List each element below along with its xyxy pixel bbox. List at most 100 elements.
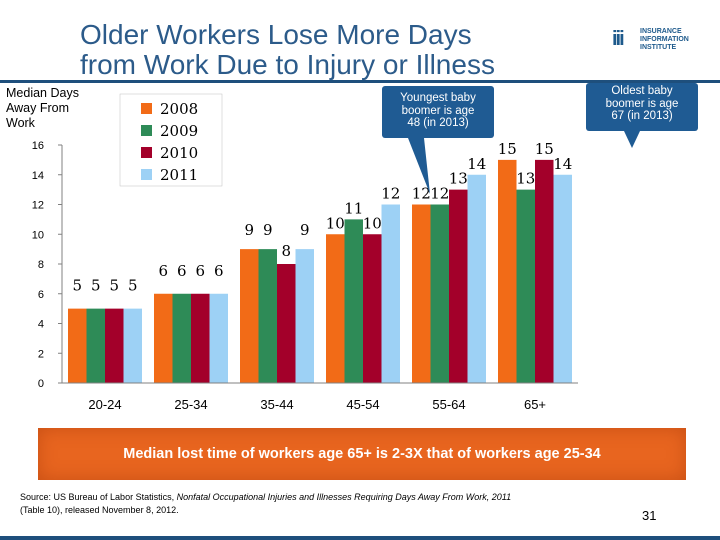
callout-youngest-pointer: [408, 138, 430, 194]
legend-box: [119, 93, 223, 187]
legend-swatch-2009: [141, 125, 152, 136]
callout-youngest-boomer: Youngest baby boomer is age 48 (in 2013): [382, 86, 494, 138]
title-line-2: from Work Due to Injury or Illness: [80, 49, 495, 80]
data-label-2008-35-44: 9: [244, 221, 254, 239]
x-tick-label: 45-54: [346, 397, 379, 412]
y-tick-label: 4: [38, 319, 44, 331]
x-tick-label: 55-64: [432, 397, 465, 412]
logo-line-3: INSTITUTE: [640, 44, 677, 51]
callout-oldest-line-3: 67 (in 2013): [611, 110, 673, 122]
bar-2009-25-34: [172, 293, 191, 383]
y-axis-label-line-3: Work: [6, 116, 35, 130]
legend-swatch-2008: [141, 103, 152, 114]
logo-line-2: INFORMATION: [640, 36, 689, 43]
iii-logo-mark: iii: [612, 28, 625, 50]
data-label-2011-20-24: 5: [128, 277, 138, 295]
legend-swatch-2011: [141, 169, 152, 180]
bar-2009-55-64: [430, 204, 449, 383]
source-suffix: (Table 10), released November 8, 2012.: [20, 505, 179, 515]
legend-label-2009: 2009: [160, 122, 198, 140]
logo-line-1: INSURANCE: [640, 28, 682, 35]
y-tick-label: 12: [32, 200, 44, 212]
bar-2010-45-54: [363, 234, 382, 383]
y-tick-label: 8: [38, 259, 44, 271]
callout-youngest-line-3: 48 (in 2013): [407, 117, 469, 129]
iii-logo: iii INSURANCE INFORMATION INSTITUTE: [612, 26, 712, 56]
x-tick-label: 65+: [524, 397, 546, 412]
legend-label-2010: 2010: [160, 144, 198, 162]
bar-2009-20-24: [86, 308, 105, 383]
y-axis-label: Median Days Away From Work: [6, 86, 79, 131]
y-axis-label-line-2: Away From: [6, 101, 69, 115]
callout-oldest-line-1: Oldest baby: [611, 85, 673, 97]
source-prefix: Source: US Bureau of Labor Statistics,: [20, 492, 177, 502]
data-label-2010-35-44: 8: [281, 242, 291, 260]
data-label-2009-35-44: 9: [263, 221, 273, 239]
footer-divider: [0, 536, 720, 540]
bar-2009-65+: [516, 189, 535, 383]
callout-youngest-line-1: Youngest baby: [400, 92, 476, 104]
y-tick-label: 0: [38, 378, 44, 390]
data-label-2008-65+: 15: [498, 140, 517, 158]
bar-2008-55-64: [412, 204, 431, 383]
data-label-2009-55-64: 12: [430, 185, 449, 203]
bar-2011-45-54: [381, 204, 400, 383]
bar-2010-20-24: [105, 308, 124, 383]
data-label-2009-45-54: 11: [344, 199, 363, 217]
title-divider: [0, 80, 720, 83]
bar-2009-45-54: [344, 219, 363, 383]
y-tick-label: 2: [38, 348, 44, 360]
bar-2010-35-44: [277, 264, 296, 383]
data-label-2011-45-54: 12: [381, 185, 400, 203]
page-title: Older Workers Lose More Days from Work D…: [80, 20, 600, 80]
x-tick-label: 35-44: [260, 397, 293, 412]
y-tick-label: 6: [38, 289, 44, 301]
data-label-2009-65+: 13: [516, 170, 535, 188]
bar-2008-35-44: [240, 249, 259, 383]
data-label-2010-45-54: 10: [363, 214, 382, 232]
bar-2008-20-24: [68, 308, 87, 383]
bar-2010-25-34: [191, 293, 210, 383]
bar-2011-35-44: [295, 249, 314, 383]
y-axis-label-line-1: Median Days: [6, 86, 79, 100]
title-line-1: Older Workers Lose More Days: [80, 19, 472, 50]
data-label-2010-20-24: 5: [109, 277, 119, 295]
bar-2011-55-64: [467, 174, 486, 383]
legend-swatch-2010: [141, 147, 152, 158]
bar-2008-65+: [498, 159, 517, 383]
summary-banner-text: Median lost time of workers age 65+ is 2…: [123, 446, 601, 462]
data-label-2008-20-24: 5: [72, 277, 82, 295]
data-label-2011-55-64: 14: [467, 155, 486, 173]
data-label-2008-55-64: 12: [412, 185, 431, 203]
data-label-2010-55-64: 13: [449, 170, 468, 188]
data-label-2010-25-34: 6: [195, 262, 205, 280]
data-label-2011-65+: 14: [553, 155, 572, 173]
data-label-2010-65+: 15: [535, 140, 554, 158]
bar-2008-45-54: [326, 234, 345, 383]
y-tick-label: 10: [32, 229, 44, 241]
page-number: 31: [642, 508, 657, 523]
bar-2009-35-44: [258, 249, 277, 383]
bar-2010-65+: [535, 159, 554, 383]
y-tick-label: 14: [32, 170, 44, 182]
data-label-2008-25-34: 6: [158, 262, 168, 280]
legend-label-2011: 2011: [160, 166, 198, 184]
data-label-2009-25-34: 6: [177, 262, 187, 280]
x-tick-label: 25-34: [174, 397, 207, 412]
data-label-2011-25-34: 6: [214, 262, 224, 280]
data-label-2009-20-24: 5: [91, 277, 101, 295]
callout-oldest-line-2: boomer is age: [605, 97, 679, 110]
bar-2011-65+: [553, 174, 572, 383]
data-label-2011-35-44: 9: [300, 221, 310, 239]
callout-oldest-boomer: Oldest baby boomer is age 67 (in 2013): [586, 83, 698, 131]
bar-2010-55-64: [449, 189, 468, 383]
x-tick-label: 20-24: [88, 397, 121, 412]
bar-2011-25-34: [209, 293, 228, 383]
callout-oldest-pointer: [624, 131, 640, 148]
source-title: Nonfatal Occupational Injuries and Illne…: [176, 492, 512, 502]
legend-label-2008: 2008: [160, 100, 198, 118]
iii-logo-text: INSURANCE INFORMATION INSTITUTE: [640, 28, 689, 52]
summary-banner: Median lost time of workers age 65+ is 2…: [38, 428, 686, 480]
source-note: Source: US Bureau of Labor Statistics, N…: [20, 491, 640, 517]
